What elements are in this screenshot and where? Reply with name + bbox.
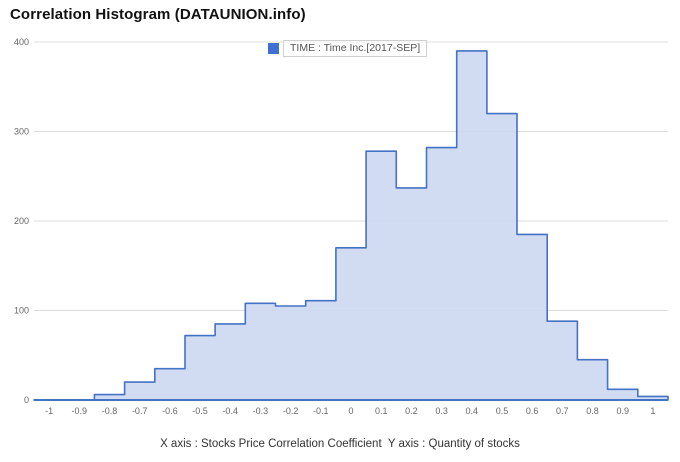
x-tick-label: 0.9 (616, 406, 629, 416)
legend-label: TIME : Time Inc.[2017-SEP] (283, 40, 428, 57)
histogram-area (33, 50, 669, 401)
y-tick-label: 200 (14, 216, 29, 226)
y-tick-label: 100 (14, 306, 29, 316)
x-tick-label: 0.3 (435, 406, 448, 416)
x-tick-label: -0.2 (283, 406, 299, 416)
x-tick-label: 0.2 (405, 406, 418, 416)
y-tick-label: 400 (14, 37, 29, 47)
axis-caption: X axis : Stocks Price Correlation Coeffi… (160, 438, 520, 450)
x-tick-label: 0 (348, 406, 353, 416)
legend-swatch-icon (268, 43, 279, 54)
x-tick-label: -0.6 (162, 406, 178, 416)
x-tick-label: -1 (45, 406, 53, 416)
x-tick-label: 0.6 (526, 406, 539, 416)
x-tick-label: 1 (650, 406, 655, 416)
legend[interactable]: TIME : Time Inc.[2017-SEP] (268, 40, 428, 57)
x-tick-label: 0.4 (466, 406, 479, 416)
x-tick-label: -0.8 (102, 406, 118, 416)
x-tick-label: -0.4 (222, 406, 238, 416)
x-tick-label: -0.1 (313, 406, 329, 416)
x-tick-label: -0.5 (192, 406, 208, 416)
x-tick-label: 0.8 (586, 406, 599, 416)
x-tick-label: -0.9 (72, 406, 88, 416)
y-tick-label: 0 (24, 395, 29, 405)
x-tick-label: 0.7 (556, 406, 569, 416)
chart-title: Correlation Histogram (DATAUNION.info) (10, 6, 306, 23)
x-tick-label: 0.5 (496, 406, 509, 416)
x-tick-label: -0.3 (253, 406, 269, 416)
x-tick-label: 0.1 (375, 406, 388, 416)
y-tick-label: 300 (14, 127, 29, 137)
x-tick-label: -0.7 (132, 406, 148, 416)
